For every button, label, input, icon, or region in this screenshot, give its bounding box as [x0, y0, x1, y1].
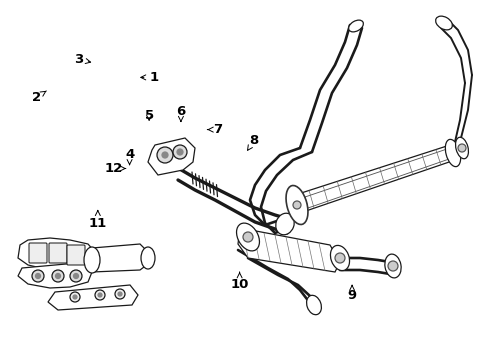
Circle shape [292, 201, 301, 209]
Polygon shape [18, 262, 92, 288]
Circle shape [457, 144, 465, 152]
Ellipse shape [84, 247, 100, 273]
Circle shape [177, 149, 183, 155]
Text: 7: 7 [207, 123, 222, 136]
Ellipse shape [435, 16, 451, 30]
Ellipse shape [455, 137, 468, 159]
Circle shape [157, 147, 173, 163]
Circle shape [32, 270, 44, 282]
Polygon shape [48, 285, 138, 310]
Text: 9: 9 [347, 285, 356, 302]
Text: 10: 10 [230, 272, 248, 291]
Ellipse shape [330, 246, 349, 271]
Circle shape [118, 292, 122, 296]
Ellipse shape [306, 295, 321, 315]
Circle shape [73, 295, 77, 299]
Text: 6: 6 [176, 105, 185, 121]
Circle shape [52, 270, 64, 282]
Ellipse shape [348, 20, 363, 32]
Polygon shape [92, 244, 148, 272]
Circle shape [95, 290, 105, 300]
Text: 12: 12 [104, 162, 125, 175]
Polygon shape [148, 138, 195, 175]
Ellipse shape [384, 254, 400, 278]
Ellipse shape [445, 139, 460, 167]
Text: 4: 4 [125, 148, 134, 165]
Circle shape [243, 232, 252, 242]
Circle shape [334, 253, 345, 263]
Circle shape [98, 293, 102, 297]
Ellipse shape [275, 213, 294, 235]
Text: 1: 1 [141, 71, 158, 84]
Circle shape [36, 274, 41, 279]
FancyBboxPatch shape [49, 243, 67, 263]
Circle shape [70, 292, 80, 302]
Circle shape [55, 274, 61, 279]
Polygon shape [294, 145, 454, 213]
Circle shape [73, 274, 79, 279]
Ellipse shape [286, 186, 306, 221]
Circle shape [162, 152, 168, 158]
Ellipse shape [285, 185, 307, 225]
Text: 2: 2 [32, 91, 46, 104]
Polygon shape [238, 228, 339, 272]
Circle shape [173, 145, 186, 159]
FancyBboxPatch shape [67, 245, 85, 265]
FancyBboxPatch shape [29, 243, 47, 263]
Text: 8: 8 [247, 134, 258, 150]
Text: 5: 5 [144, 109, 153, 122]
Ellipse shape [236, 223, 259, 251]
Circle shape [70, 270, 82, 282]
Polygon shape [305, 149, 451, 208]
Text: 3: 3 [74, 53, 90, 66]
Circle shape [115, 289, 125, 299]
Circle shape [387, 261, 397, 271]
Polygon shape [18, 238, 95, 270]
Text: 11: 11 [88, 211, 107, 230]
Ellipse shape [141, 247, 155, 269]
